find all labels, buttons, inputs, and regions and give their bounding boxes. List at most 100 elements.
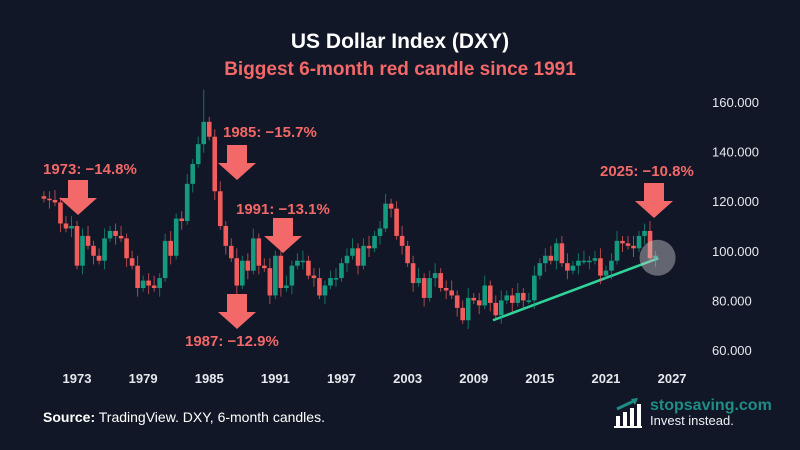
source-note: Source: TradingView. DXY, 6-month candle… bbox=[43, 409, 325, 425]
x-tick-label: 2021 bbox=[591, 371, 620, 386]
candle-1978H1 bbox=[129, 250, 135, 270]
candle-body bbox=[609, 260, 614, 271]
candle-body bbox=[146, 280, 151, 286]
candle-2012H2 bbox=[509, 288, 515, 312]
candle-body bbox=[74, 226, 80, 266]
arrow-2025 bbox=[635, 183, 673, 218]
candle-2010H2 bbox=[487, 280, 493, 312]
candle-body bbox=[300, 260, 306, 263]
x-tick-label: 1991 bbox=[261, 371, 290, 386]
annotation-2025: 2025: −10.8% bbox=[600, 163, 694, 180]
candle-1984H1 bbox=[195, 136, 201, 168]
candle-2006H2 bbox=[443, 280, 449, 300]
candle-body bbox=[344, 255, 350, 264]
brand-tagline: Invest instead. bbox=[650, 413, 734, 428]
x-tick-label: 2015 bbox=[525, 371, 554, 386]
candle-2024H2 bbox=[642, 223, 647, 245]
candle-2014H1 bbox=[526, 292, 532, 305]
candle-2015H1 bbox=[537, 258, 543, 280]
candle-body bbox=[333, 278, 339, 280]
candle-body bbox=[421, 278, 427, 298]
candle-1993H1 bbox=[295, 253, 300, 270]
candle-body bbox=[58, 202, 63, 224]
candle-body bbox=[388, 203, 394, 209]
candle-body bbox=[598, 258, 603, 276]
candle-body bbox=[454, 295, 460, 308]
y-tick-label: 140.000 bbox=[712, 145, 759, 160]
candle-body bbox=[487, 285, 493, 303]
candle-1975H2 bbox=[102, 228, 107, 270]
x-tick-label: 1979 bbox=[129, 371, 158, 386]
candle-body bbox=[603, 270, 609, 276]
brand-logo: stopsaving.com Invest instead. bbox=[614, 398, 772, 428]
candle-body bbox=[592, 258, 598, 261]
candle-body bbox=[410, 263, 416, 284]
candle-body bbox=[482, 285, 488, 306]
candle-body bbox=[91, 245, 96, 256]
candle-body bbox=[284, 285, 289, 288]
candle-body bbox=[631, 245, 636, 249]
candle-body bbox=[438, 273, 443, 288]
candle-1995H2 bbox=[322, 280, 328, 305]
candle-1992H1 bbox=[284, 275, 289, 292]
candle-2005H2 bbox=[432, 263, 438, 287]
annotation-1973: 1973: −14.8% bbox=[43, 161, 137, 178]
candle-body bbox=[620, 240, 625, 244]
candle-body bbox=[405, 245, 410, 264]
x-tick-label: 1985 bbox=[195, 371, 224, 386]
candle-2019H2 bbox=[587, 255, 592, 270]
candle-body bbox=[521, 292, 526, 301]
y-tick-label: 80.000 bbox=[712, 293, 752, 308]
candle-1986H2 bbox=[223, 221, 229, 255]
candle-body bbox=[102, 238, 107, 261]
candle-1996H2 bbox=[333, 268, 339, 287]
candle-2002H1 bbox=[394, 201, 399, 240]
candle-body bbox=[267, 268, 273, 296]
candle-2010H1 bbox=[482, 275, 488, 310]
candle-1977H1 bbox=[118, 226, 124, 243]
candle-body bbox=[278, 255, 284, 288]
brand-name: stopsaving.com bbox=[650, 397, 772, 414]
candle-body bbox=[311, 275, 317, 279]
candle-body bbox=[515, 292, 521, 303]
candle-body bbox=[245, 260, 251, 271]
candle-body bbox=[124, 238, 129, 259]
candle-body bbox=[449, 290, 454, 296]
candle-body bbox=[195, 144, 201, 164]
bar-chart-arrow-icon bbox=[614, 398, 642, 428]
candle-2016H1 bbox=[548, 245, 554, 265]
candle-2008H2 bbox=[465, 288, 471, 329]
candle-body bbox=[625, 243, 631, 246]
candle-body bbox=[63, 223, 69, 229]
candle-2009H2 bbox=[476, 292, 482, 315]
candle-2020H1 bbox=[592, 250, 598, 265]
candle-2003H1 bbox=[405, 240, 410, 267]
candle-body bbox=[366, 245, 372, 249]
candle-2019H1 bbox=[581, 250, 587, 265]
candle-body bbox=[107, 230, 113, 239]
candle-1994H2 bbox=[311, 268, 317, 287]
candle-body bbox=[614, 240, 620, 261]
candle-2008H1 bbox=[460, 300, 465, 324]
candle-1991H2 bbox=[278, 248, 284, 297]
candle-body bbox=[151, 285, 157, 288]
candle-2018H1 bbox=[570, 260, 576, 275]
candle-body bbox=[173, 218, 179, 256]
candle-body bbox=[179, 218, 184, 222]
candle-1973H1 bbox=[74, 221, 80, 270]
candle-2012H1 bbox=[504, 290, 510, 305]
candle-body bbox=[427, 278, 432, 298]
candle-2017H1 bbox=[559, 235, 565, 267]
y-tick-label: 60.000 bbox=[712, 343, 752, 358]
candle-body bbox=[394, 208, 399, 236]
candle-1971H1 bbox=[52, 190, 58, 207]
candle-1985H2 bbox=[212, 129, 218, 200]
candle-body bbox=[256, 238, 262, 266]
candle-2025H1 bbox=[647, 221, 653, 262]
source-text: TradingView. DXY, 6-month candles. bbox=[95, 409, 325, 425]
candle-body bbox=[69, 226, 74, 229]
candle-1993H2 bbox=[300, 250, 306, 270]
candle-body bbox=[350, 248, 355, 256]
candle-body bbox=[509, 295, 515, 303]
